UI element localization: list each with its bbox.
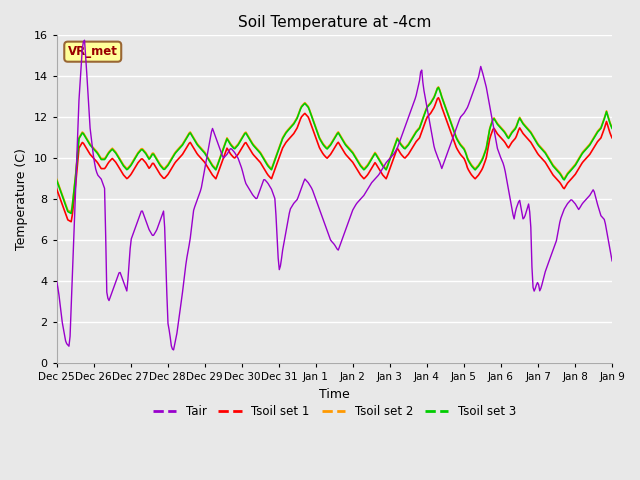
Text: VR_met: VR_met <box>68 45 118 58</box>
Title: Soil Temperature at -4cm: Soil Temperature at -4cm <box>237 15 431 30</box>
X-axis label: Time: Time <box>319 388 350 401</box>
Legend: Tair, Tsoil set 1, Tsoil set 2, Tsoil set 3: Tair, Tsoil set 1, Tsoil set 2, Tsoil se… <box>148 401 521 423</box>
Y-axis label: Temperature (C): Temperature (C) <box>15 148 28 250</box>
